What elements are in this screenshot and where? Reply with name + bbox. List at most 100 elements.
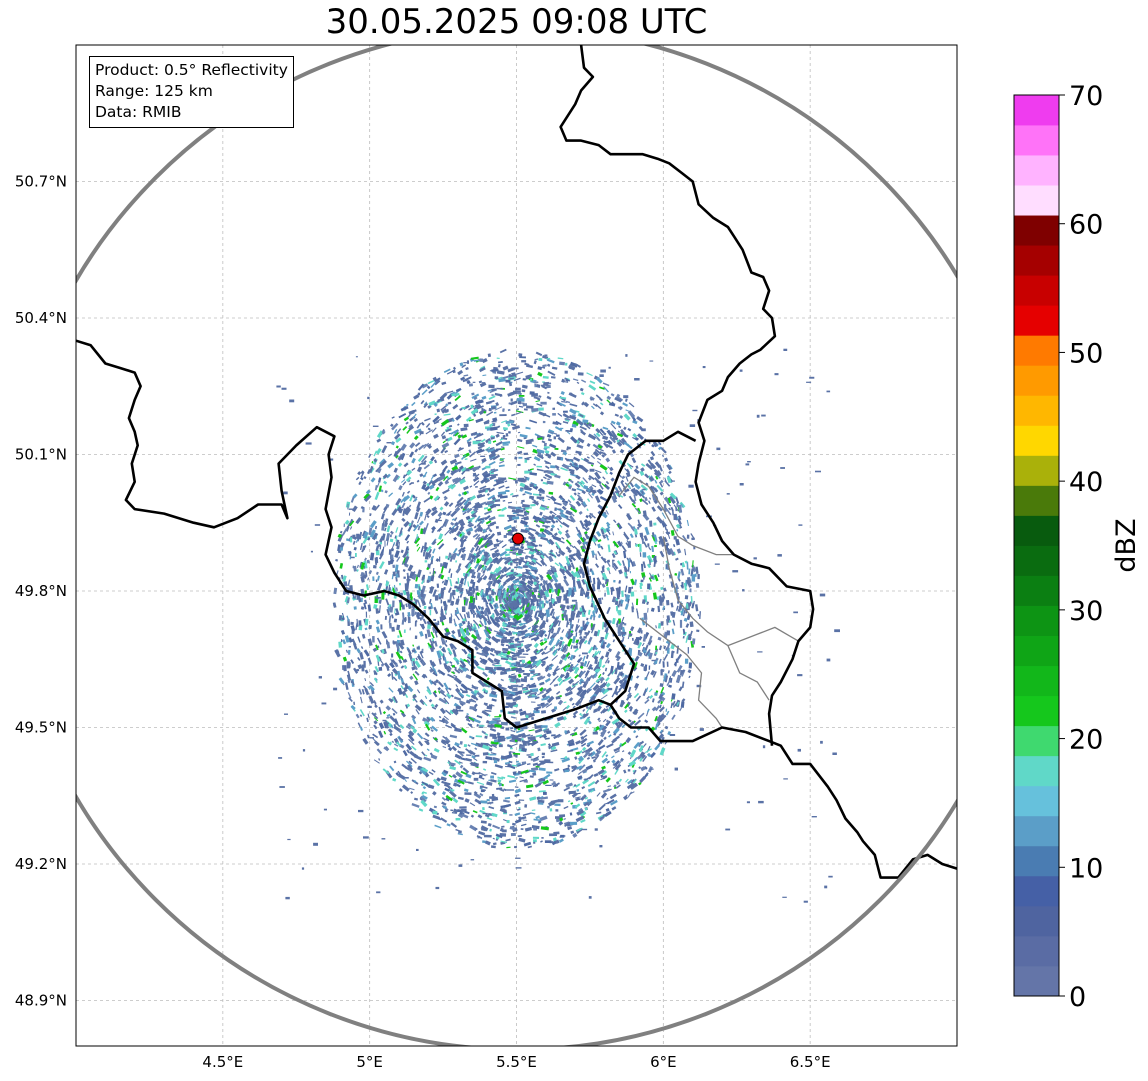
echo-pixel [352, 540, 356, 545]
echo-pixel [407, 764, 413, 771]
echo-pixel [561, 499, 569, 504]
echo-pixel [436, 583, 440, 588]
echo-pixel [510, 398, 513, 402]
echo-pixel [404, 694, 409, 698]
echo-pixel [485, 520, 492, 525]
echo-pixel [473, 777, 479, 781]
echo-pixel [495, 526, 499, 529]
echo-pixel [463, 491, 468, 496]
echo-pixel [467, 443, 471, 447]
echo-pixel [498, 631, 504, 636]
echo-pixel [655, 475, 659, 480]
echo-pixel [497, 738, 504, 740]
echo-pixel [541, 836, 544, 839]
echo-pixel [602, 672, 605, 675]
echo-pixel [355, 553, 357, 557]
echo-pixel [498, 514, 505, 517]
echo-pixel [543, 595, 548, 601]
echo-pixel [486, 427, 491, 431]
echo-pixel [340, 629, 346, 635]
echo-pixel [503, 806, 506, 809]
echo-pixel [473, 772, 480, 775]
echo-pixel [452, 589, 456, 596]
echo-pixel [388, 549, 392, 555]
map-area[interactable] [6, 28, 1030, 1050]
echo-pixel [635, 598, 639, 606]
echo-pixel [457, 577, 460, 584]
echo-pixel [392, 676, 398, 682]
echo-pixel [340, 574, 344, 580]
echo-pixel [577, 618, 580, 623]
echo-pixel [433, 680, 438, 685]
echo-pixel [547, 632, 551, 640]
echo-pixel [463, 743, 468, 748]
echo-pixel [491, 812, 498, 818]
echo-pixel [446, 512, 451, 517]
echo-pixel [479, 785, 484, 788]
echo-pixel [412, 673, 418, 681]
echo-pixel [563, 594, 567, 598]
echo-pixel [549, 510, 553, 515]
echo-pixel [475, 634, 482, 641]
echo-pixel [398, 659, 403, 664]
echo-pixel [586, 617, 589, 621]
echo-pixel [517, 835, 522, 838]
echo-pixel [567, 764, 571, 768]
echo-pixel [659, 683, 664, 688]
echo-pixel [538, 790, 546, 793]
echo-pixel [413, 598, 416, 601]
echo-pixel [564, 592, 568, 601]
echo-pixel [587, 433, 597, 441]
echo-pixel [679, 619, 683, 628]
echo-pixel [509, 551, 517, 554]
echo-pixel [638, 636, 643, 641]
echo-pixel [587, 476, 592, 481]
echo-pixel [484, 510, 493, 515]
echo-pixel [531, 408, 539, 412]
echo-pixel [567, 557, 573, 563]
echo-pixel [570, 545, 575, 549]
echo-pixel [416, 546, 421, 552]
echo-pixel [541, 752, 546, 756]
echo-pixel [652, 671, 657, 678]
echo-pixel [443, 413, 451, 416]
echo-pixel [448, 424, 453, 428]
echo-pixel [505, 489, 510, 492]
echo-pixel [627, 542, 631, 548]
echo-pixel [493, 759, 498, 764]
echo-pixel [556, 434, 560, 437]
echo-pixel [660, 621, 664, 626]
echo-pixel [348, 662, 351, 668]
echo-pixel [376, 430, 384, 439]
echo-pixel [654, 722, 659, 731]
echo-pixel [542, 413, 547, 417]
echo-pixel [439, 616, 444, 623]
echo-pixel [622, 673, 625, 678]
echo-pixel [572, 705, 576, 709]
echo-pixel [600, 636, 605, 640]
echo-pixel [413, 394, 420, 400]
echo-pixel [489, 652, 495, 657]
echo-pixel [495, 402, 500, 407]
echo-pixel [507, 774, 516, 779]
echo-pixel [374, 665, 380, 673]
echo-pixel [488, 460, 496, 466]
echo-pixel [627, 427, 632, 432]
echo-pixel [413, 428, 422, 435]
echo-pixel [643, 535, 648, 542]
echo-pixel [416, 479, 420, 483]
echo-pixel [673, 513, 678, 521]
echo-pixel [396, 545, 399, 549]
echo-pixel [473, 556, 477, 563]
echo-pixel [605, 682, 611, 688]
echo-pixel [532, 772, 537, 776]
echo-pixel [583, 639, 588, 645]
echo-pixel [509, 651, 517, 656]
echo-pixel [662, 661, 665, 668]
echo-pixel [676, 548, 682, 554]
echo-pixel [520, 823, 527, 827]
echo-pixel [510, 678, 515, 683]
echo-pixel [472, 619, 479, 627]
echo-pixel [457, 667, 464, 674]
echo-pixel [496, 357, 500, 360]
